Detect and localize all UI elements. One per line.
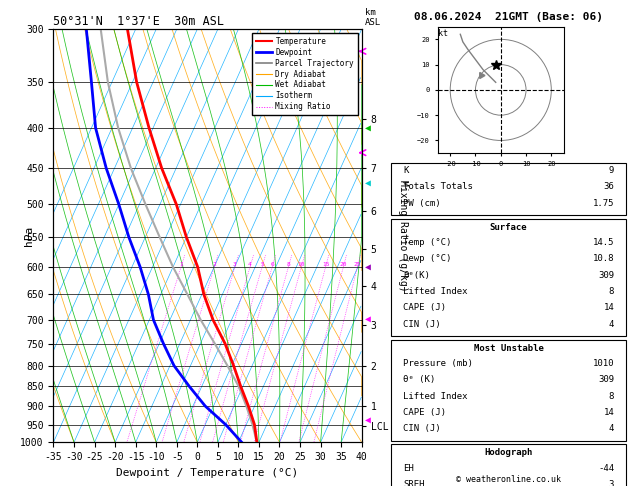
- Text: SREH: SREH: [403, 480, 425, 486]
- Text: 1010: 1010: [593, 359, 614, 368]
- Text: 8: 8: [287, 262, 290, 267]
- Text: θᵉ (K): θᵉ (K): [403, 375, 435, 384]
- Y-axis label: Mixing Ratio (g/kg): Mixing Ratio (g/kg): [398, 180, 408, 292]
- Text: 10.8: 10.8: [593, 254, 614, 263]
- Text: 8: 8: [609, 287, 614, 296]
- Text: Dewp (°C): Dewp (°C): [403, 254, 452, 263]
- Text: Pressure (mb): Pressure (mb): [403, 359, 473, 368]
- Text: 4: 4: [609, 320, 614, 329]
- Text: 50°31'N  1°37'E  30m ASL: 50°31'N 1°37'E 30m ASL: [53, 15, 225, 28]
- Text: CIN (J): CIN (J): [403, 320, 440, 329]
- Text: 6: 6: [270, 262, 274, 267]
- Text: K: K: [403, 166, 408, 175]
- Text: 36: 36: [603, 182, 614, 191]
- Text: Lifted Index: Lifted Index: [403, 287, 467, 296]
- Text: -44: -44: [598, 464, 614, 473]
- Bar: [391, 340, 626, 440]
- Text: 10: 10: [298, 262, 305, 267]
- Text: 1: 1: [179, 262, 183, 267]
- Text: Hodograph: Hodograph: [484, 448, 533, 457]
- Text: 3: 3: [609, 480, 614, 486]
- Text: Most Unstable: Most Unstable: [474, 344, 543, 353]
- Text: 309: 309: [598, 375, 614, 384]
- Text: 309: 309: [598, 271, 614, 280]
- X-axis label: Dewpoint / Temperature (°C): Dewpoint / Temperature (°C): [116, 468, 299, 478]
- Text: EH: EH: [403, 464, 414, 473]
- Text: CAPE (J): CAPE (J): [403, 408, 446, 417]
- Bar: [391, 444, 626, 486]
- Text: CIN (J): CIN (J): [403, 424, 440, 434]
- Text: kt: kt: [438, 29, 448, 38]
- Text: © weatheronline.co.uk: © weatheronline.co.uk: [456, 474, 561, 484]
- Text: PW (cm): PW (cm): [403, 199, 440, 208]
- Text: Temp (°C): Temp (°C): [403, 238, 452, 247]
- Text: 1.75: 1.75: [593, 199, 614, 208]
- Text: 08.06.2024  21GMT (Base: 06): 08.06.2024 21GMT (Base: 06): [414, 12, 603, 22]
- Text: km
ASL: km ASL: [365, 8, 381, 27]
- Text: 25: 25: [353, 262, 361, 267]
- Text: hPa: hPa: [24, 226, 34, 246]
- Text: 4: 4: [248, 262, 252, 267]
- Text: ◀: ◀: [365, 177, 370, 187]
- Text: 3: 3: [233, 262, 237, 267]
- Text: Totals Totals: Totals Totals: [403, 182, 473, 191]
- Text: 2: 2: [213, 262, 216, 267]
- Text: 8: 8: [609, 392, 614, 400]
- Text: 5: 5: [260, 262, 264, 267]
- Text: CAPE (J): CAPE (J): [403, 303, 446, 312]
- Text: 14: 14: [603, 303, 614, 312]
- Text: 14: 14: [603, 408, 614, 417]
- Text: Surface: Surface: [490, 223, 527, 232]
- Text: Lifted Index: Lifted Index: [403, 392, 467, 400]
- Text: 15: 15: [322, 262, 330, 267]
- Text: ◀: ◀: [365, 123, 370, 133]
- Text: 4: 4: [609, 424, 614, 434]
- Text: ◀: ◀: [365, 262, 370, 272]
- Bar: [391, 163, 626, 215]
- Text: 20: 20: [340, 262, 347, 267]
- Text: ◀: ◀: [365, 314, 370, 324]
- Bar: [391, 219, 626, 336]
- Text: 9: 9: [609, 166, 614, 175]
- Text: ◀: ◀: [365, 415, 370, 425]
- Text: 14.5: 14.5: [593, 238, 614, 247]
- Text: θᵉ(K): θᵉ(K): [403, 271, 430, 280]
- Legend: Temperature, Dewpoint, Parcel Trajectory, Dry Adiabat, Wet Adiabat, Isotherm, Mi: Temperature, Dewpoint, Parcel Trajectory…: [252, 33, 358, 115]
